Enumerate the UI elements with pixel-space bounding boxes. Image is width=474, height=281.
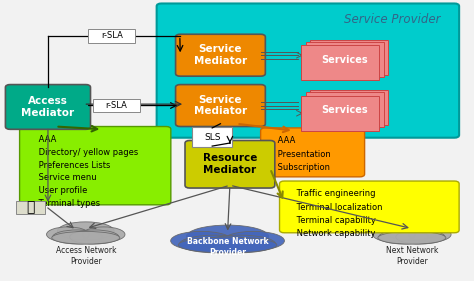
Ellipse shape — [178, 237, 277, 253]
Text: AAA
 Directory/ yellow pages
 Preferences Lists
 Service menu
 User profile
 Ter: AAA Directory/ yellow pages Preferences … — [36, 135, 138, 208]
Text: Next Network
Provider: Next Network Provider — [386, 246, 438, 266]
Text: Service
Mediator: Service Mediator — [194, 44, 247, 66]
FancyBboxPatch shape — [280, 181, 459, 233]
Ellipse shape — [186, 225, 269, 248]
Ellipse shape — [409, 227, 451, 242]
Ellipse shape — [383, 222, 440, 240]
Text: Service Provider: Service Provider — [344, 13, 440, 26]
Text: Backbone Network
Provider: Backbone Network Provider — [187, 237, 268, 257]
FancyBboxPatch shape — [16, 201, 45, 214]
FancyBboxPatch shape — [93, 99, 140, 112]
Text: AAA
 Presentation
 Subscription: AAA Presentation Subscription — [275, 136, 330, 172]
Text: Services: Services — [321, 55, 368, 65]
FancyBboxPatch shape — [261, 128, 365, 177]
Ellipse shape — [223, 231, 284, 250]
Ellipse shape — [396, 230, 445, 244]
Text: 🖥: 🖥 — [26, 201, 34, 215]
Ellipse shape — [204, 235, 275, 253]
FancyBboxPatch shape — [175, 85, 265, 126]
FancyBboxPatch shape — [156, 3, 459, 138]
Ellipse shape — [180, 235, 251, 253]
FancyBboxPatch shape — [185, 140, 275, 188]
Text: r-SLA: r-SLA — [106, 101, 128, 110]
Ellipse shape — [373, 227, 415, 242]
Ellipse shape — [378, 232, 446, 244]
Ellipse shape — [57, 222, 114, 240]
Text: Traffic engineering
 Terminal localization
 Terminal capability
 Network capabil: Traffic engineering Terminal localizatio… — [294, 189, 382, 238]
Text: Resource
Mediator: Resource Mediator — [203, 153, 257, 175]
Text: Access
Mediator: Access Mediator — [21, 96, 74, 118]
Ellipse shape — [52, 232, 120, 244]
FancyBboxPatch shape — [307, 92, 384, 127]
Ellipse shape — [53, 230, 102, 244]
FancyBboxPatch shape — [307, 42, 384, 77]
Text: SLS: SLS — [204, 133, 220, 142]
Text: Service
Mediator: Service Mediator — [194, 95, 247, 116]
Ellipse shape — [379, 230, 428, 244]
Ellipse shape — [70, 230, 119, 244]
Ellipse shape — [46, 227, 89, 242]
FancyBboxPatch shape — [301, 46, 379, 80]
FancyBboxPatch shape — [5, 85, 91, 129]
FancyBboxPatch shape — [310, 40, 388, 75]
FancyBboxPatch shape — [88, 29, 136, 43]
FancyBboxPatch shape — [192, 126, 232, 148]
Text: r-SLA: r-SLA — [101, 31, 123, 40]
FancyBboxPatch shape — [19, 126, 171, 205]
FancyBboxPatch shape — [175, 34, 265, 76]
FancyBboxPatch shape — [301, 96, 379, 131]
Text: Access Network
Provider: Access Network Provider — [55, 246, 116, 266]
FancyBboxPatch shape — [310, 90, 388, 125]
Ellipse shape — [82, 227, 125, 242]
Text: Services: Services — [321, 105, 368, 115]
Ellipse shape — [171, 231, 232, 250]
